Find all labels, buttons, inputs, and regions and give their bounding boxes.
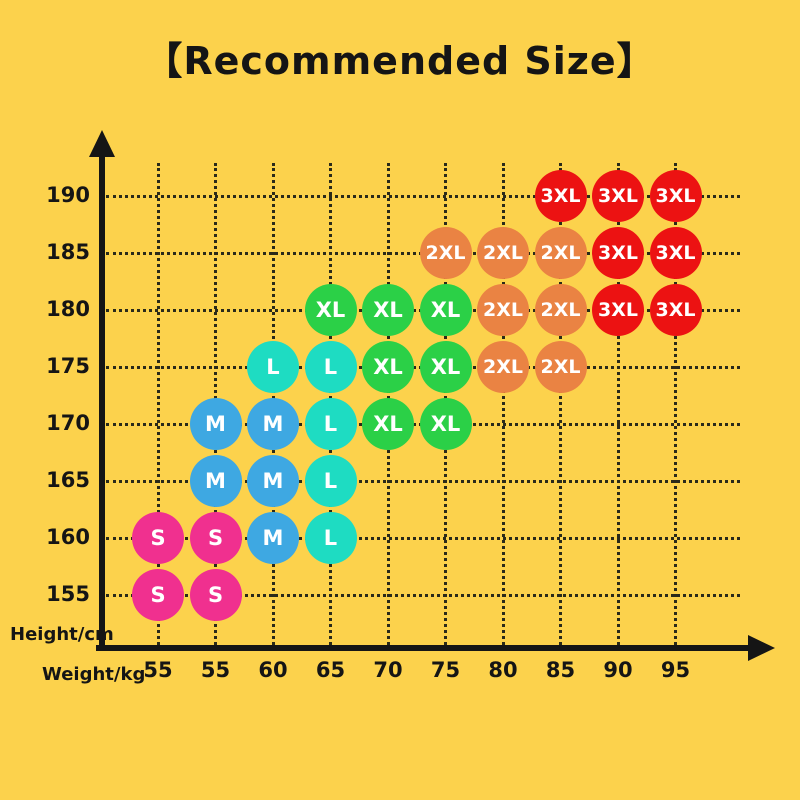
x-tick-label: 65 <box>315 658 346 682</box>
x-tick-label: 85 <box>545 658 576 682</box>
size-dot-s: S <box>189 569 242 621</box>
size-dot-2xl: 2XL <box>534 341 587 393</box>
size-dot-l: L <box>247 341 299 393</box>
y-tick-label: 180 <box>46 297 90 321</box>
grid-line-horizontal <box>106 536 740 540</box>
grid-line-horizontal <box>106 593 740 597</box>
y-tick-label: 160 <box>46 525 90 549</box>
x-tick-label: 60 <box>258 658 288 682</box>
grid-line-horizontal <box>106 194 740 198</box>
size-dot-2xl: 2XL <box>477 227 529 279</box>
x-tick-label: 55 <box>200 658 231 682</box>
x-tick-label: 55 <box>143 658 173 682</box>
x-tick-label: 75 <box>430 658 461 682</box>
size-dot-xl: XL <box>362 341 414 393</box>
size-dot-l: L <box>304 455 357 507</box>
grid-line-vertical <box>616 163 620 645</box>
x-tick-label: 70 <box>373 658 403 682</box>
size-dot-3xl: 3XL <box>592 227 644 279</box>
size-dot-m: M <box>247 512 299 564</box>
size-dot-l: L <box>304 341 357 393</box>
x-axis-line <box>96 645 754 651</box>
x-tick-label: 80 <box>488 658 518 682</box>
size-dot-xl: XL <box>362 284 414 336</box>
grid-line-vertical <box>559 163 562 645</box>
grid-line-vertical <box>156 163 160 645</box>
size-dot-3xl: 3XL <box>592 284 644 336</box>
size-dot-2xl: 2XL <box>534 284 587 336</box>
size-dot-3xl: 3XL <box>592 170 644 222</box>
size-dot-2xl: 2XL <box>534 227 587 279</box>
size-dot-3xl: 3XL <box>534 170 587 222</box>
size-dot-2xl: 2XL <box>477 341 529 393</box>
size-dot-xl: XL <box>419 398 472 450</box>
size-dot-m: M <box>247 455 299 507</box>
size-dot-m: M <box>247 398 299 450</box>
y-tick-label: 170 <box>46 411 90 435</box>
size-dot-s: S <box>132 569 184 621</box>
x-axis-label: Weight/kg <box>42 664 146 685</box>
size-dot-s: S <box>189 512 242 564</box>
size-dot-xl: XL <box>362 398 414 450</box>
y-tick-label: 185 <box>46 240 90 264</box>
y-tick-label: 190 <box>46 183 90 207</box>
size-dot-xl: XL <box>419 284 472 336</box>
grid-line-vertical <box>674 163 677 645</box>
size-dot-s: S <box>132 512 184 564</box>
size-dot-m: M <box>189 455 242 507</box>
y-axis-label: Height/cm <box>10 624 114 645</box>
grid-line-vertical <box>501 163 505 645</box>
size-dot-xl: XL <box>419 341 472 393</box>
size-dot-3xl: 3XL <box>649 170 702 222</box>
grid-line-horizontal <box>106 479 740 483</box>
y-axis-line <box>99 142 105 651</box>
chart-title: 【Recommended Size】 <box>144 39 656 83</box>
size-dot-3xl: 3XL <box>649 227 702 279</box>
y-tick-label: 155 <box>46 582 90 606</box>
x-tick-label: 90 <box>603 658 633 682</box>
size-dot-2xl: 2XL <box>477 284 529 336</box>
size-dot-2xl: 2XL <box>419 227 472 279</box>
size-dot-l: L <box>304 512 357 564</box>
size-dot-3xl: 3XL <box>649 284 702 336</box>
y-tick-label: 175 <box>46 354 90 378</box>
x-axis-arrow-icon <box>748 635 775 661</box>
size-dot-xl: XL <box>304 284 357 336</box>
y-tick-label: 165 <box>46 468 90 492</box>
size-dot-m: M <box>189 398 242 450</box>
size-dot-l: L <box>304 398 357 450</box>
x-tick-label: 95 <box>660 658 691 682</box>
